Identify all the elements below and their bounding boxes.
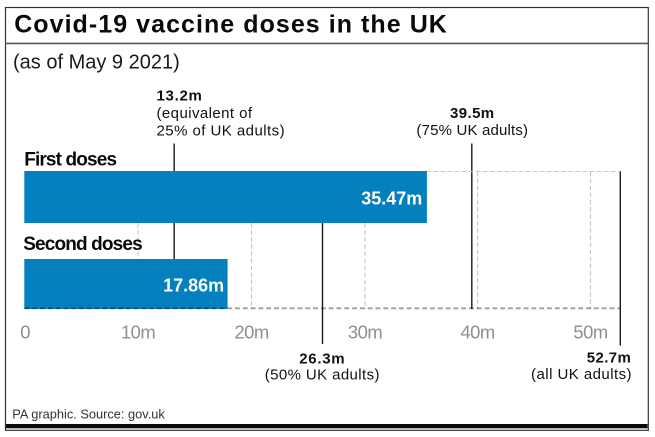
svg-text:PA graphic. Source: gov.uk: PA graphic. Source: gov.uk (12, 406, 165, 421)
svg-text:26.3m: 26.3m (299, 350, 345, 367)
svg-text:0: 0 (20, 321, 30, 342)
svg-text:39.5m: 39.5m (450, 105, 495, 122)
svg-text:40m: 40m (460, 321, 494, 342)
svg-text:(50% UK adults): (50% UK adults) (265, 367, 380, 384)
svg-text:13.2m: 13.2m (157, 88, 203, 105)
svg-text:35.47m: 35.47m (361, 188, 422, 208)
svg-text:50m: 50m (573, 321, 607, 342)
svg-text:Covid-19 vaccine doses in the: Covid-19 vaccine doses in the UK (14, 11, 448, 39)
svg-text:First doses: First doses (24, 149, 116, 170)
svg-text:(75% UK adults): (75% UK adults) (416, 122, 528, 139)
svg-text:10m: 10m (121, 321, 155, 342)
svg-text:(as of May 9 2021): (as of May 9 2021) (13, 51, 180, 73)
svg-text:Second doses: Second doses (23, 234, 142, 255)
svg-text:(equivalent of: (equivalent of (157, 105, 253, 122)
svg-text:20m: 20m (234, 321, 268, 342)
svg-text:(all UK adults): (all UK adults) (531, 366, 632, 383)
svg-text:30m: 30m (348, 321, 382, 342)
svg-text:17.86m: 17.86m (163, 276, 224, 296)
svg-text:25% of UK adults): 25% of UK adults) (157, 123, 286, 140)
svg-text:52.7m: 52.7m (587, 350, 632, 367)
